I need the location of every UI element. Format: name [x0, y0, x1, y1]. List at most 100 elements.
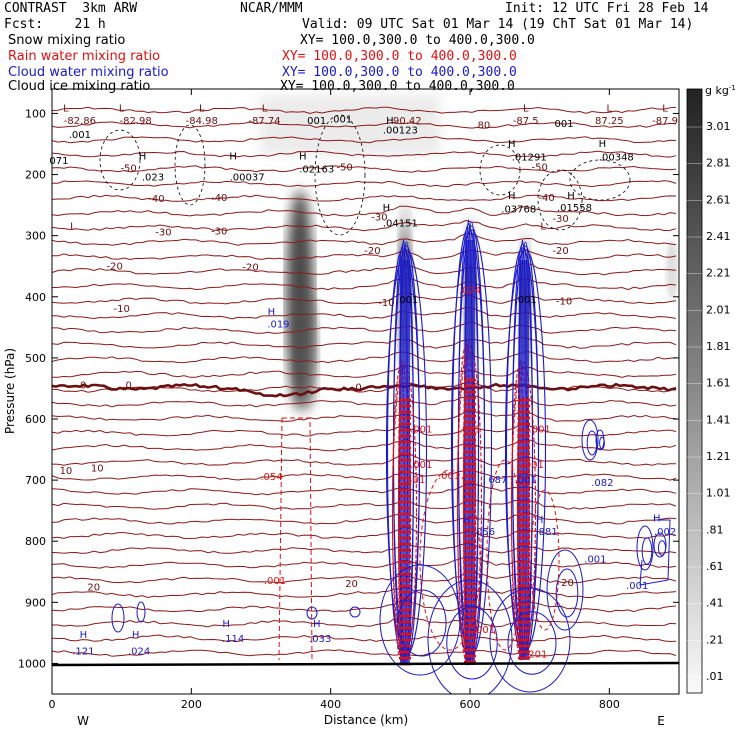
- isotherm-label: -20: [552, 246, 568, 257]
- isotherm-label: -87.5: [513, 116, 539, 127]
- colorbar-label: 1.41: [706, 413, 731, 426]
- cloud-water-contour: [507, 611, 557, 675]
- x-axis: 0 200 400 600 800: [49, 89, 620, 711]
- extremum-label: L: [607, 104, 613, 115]
- isotherm-line: [52, 649, 677, 657]
- isotherm-label: -30: [155, 228, 171, 239]
- contour-value-label: .001: [584, 555, 606, 566]
- isotherm-line: [52, 438, 677, 452]
- isotherm-line: [52, 542, 677, 554]
- cloud-water-contour: [586, 430, 598, 456]
- extremum-label: H: [229, 151, 237, 162]
- isotherm-line: [52, 321, 677, 334]
- field-xy-cloud-water: XY= 100.0,300.0 to 400.0,300.0: [282, 65, 517, 80]
- isotherm-label: -87.9: [652, 116, 678, 127]
- isotherm-label: -40: [211, 193, 227, 204]
- colorbar-label: 1.81: [706, 340, 731, 353]
- contour-value-label: 001: [307, 116, 326, 127]
- extremum-label: H: [508, 139, 516, 150]
- isotherm-line: [52, 233, 677, 246]
- cloud-water-contour: [446, 606, 498, 680]
- isotherm-line: [52, 571, 677, 584]
- isotherm-label: -20: [364, 246, 380, 257]
- colorbar-label: 2.61: [706, 193, 731, 206]
- cloud-ice-contour: [99, 129, 141, 191]
- isotherm-label: -87.74: [248, 116, 280, 127]
- extremum-label: H: [268, 307, 276, 318]
- isotherm-line: [52, 499, 677, 510]
- cloud-water-contour: [653, 532, 667, 558]
- rain-water-contour: [419, 469, 481, 651]
- extremum-label: L: [662, 104, 668, 115]
- isotherm-line: [52, 277, 677, 291]
- contour-value-label: .082: [591, 478, 613, 489]
- isotherm-line: [52, 249, 677, 261]
- colorbar-label: 2.41: [706, 230, 731, 243]
- isotherm-line: [52, 364, 677, 378]
- contour-value-label: .033: [309, 634, 331, 645]
- cloud-water-contour: [657, 540, 667, 556]
- contour-value-label: .01558: [557, 203, 592, 214]
- isotherm-line: [52, 165, 677, 173]
- isotherm-label: -30: [211, 226, 227, 237]
- y-tick-label: 200: [25, 169, 46, 182]
- plot-frame: [51, 88, 680, 695]
- cloud-ice-contour: [174, 124, 206, 206]
- colorbar-label: 1.61: [706, 377, 731, 390]
- cloud-water-contour: [636, 525, 654, 571]
- isotherm-label: -20: [107, 261, 123, 272]
- field-name-cloud-ice: Cloud ice mixing ratio: [8, 79, 151, 94]
- isotherm-line: [52, 219, 677, 232]
- cloud-water-contour: [136, 601, 146, 623]
- y-tick-label: 1000: [18, 657, 46, 670]
- contour-labels: -82.86 -82.98 -84.98 -87.74 90.42 -87.5 87.25 -…: [49, 104, 678, 661]
- colorbar-label: .61: [706, 560, 724, 573]
- contour-value-label: .001: [515, 475, 537, 486]
- surface-line: [51, 661, 680, 667]
- contour-value-label: 071: [49, 156, 68, 167]
- isotherm-line: [52, 136, 677, 144]
- isotherm-label: 0: [80, 380, 86, 391]
- cloud-water-core: [400, 260, 410, 665]
- contour-value-label: .04151: [383, 219, 418, 230]
- x-tick-label: 0: [49, 698, 56, 711]
- isotherm-line: [52, 395, 677, 408]
- field-name-snow: Snow mixing ratio: [8, 33, 126, 48]
- contour-value-label: .00123: [383, 126, 418, 137]
- rain-water-contour: [278, 417, 313, 661]
- cloud-water-contour: [599, 436, 605, 450]
- colorbar-label: 2.01: [706, 303, 731, 316]
- colorbar-label: 2.21: [706, 267, 731, 280]
- field-name-cloud-water: Cloud water mixing ratio: [8, 65, 169, 80]
- cloud-ice-contour: [314, 114, 366, 236]
- contour-value-label: .001: [529, 424, 551, 435]
- isotherm-label: -50: [120, 164, 136, 175]
- x-tick-label: 800: [599, 698, 620, 711]
- isotherm-label: -40: [148, 194, 164, 205]
- isotherm-line: [52, 454, 677, 466]
- extremum-label: H: [508, 191, 516, 202]
- contour-value-label: .001: [473, 625, 495, 636]
- isotherm-line: [52, 263, 677, 276]
- isotherm-line: [52, 511, 677, 525]
- isotherm-line: [52, 106, 677, 115]
- cloud-water-contour: [639, 519, 671, 586]
- contour-value-label: .001: [626, 581, 648, 592]
- contour-value-label: .054: [260, 472, 282, 483]
- isotherm-label: 90.42: [393, 116, 422, 127]
- field-xy-rain: XY= 100.0,300.0 to 400.0,300.0: [282, 49, 517, 64]
- isotherm-line: [52, 616, 677, 628]
- valid-time: Valid: 09 UTC Sat 01 Mar 14 (19 ChT Sat …: [302, 17, 694, 32]
- isotherm-line: [52, 205, 677, 217]
- y-tick-label: 700: [25, 474, 46, 487]
- forecast-hour: Fcst: 21 h: [4, 17, 106, 32]
- contour-value-label: 001: [555, 119, 574, 130]
- contour-value-label: .019: [267, 319, 289, 330]
- freezing-level-line: [52, 382, 677, 398]
- cloud-water-contour: [379, 564, 461, 676]
- rain-water-contour: [530, 489, 560, 631]
- extremum-label: L: [119, 104, 125, 115]
- field-name-rain: Rain water mixing ratio: [8, 49, 161, 64]
- isotherm-label: -82.98: [119, 116, 151, 127]
- extremum-label: H: [383, 203, 391, 214]
